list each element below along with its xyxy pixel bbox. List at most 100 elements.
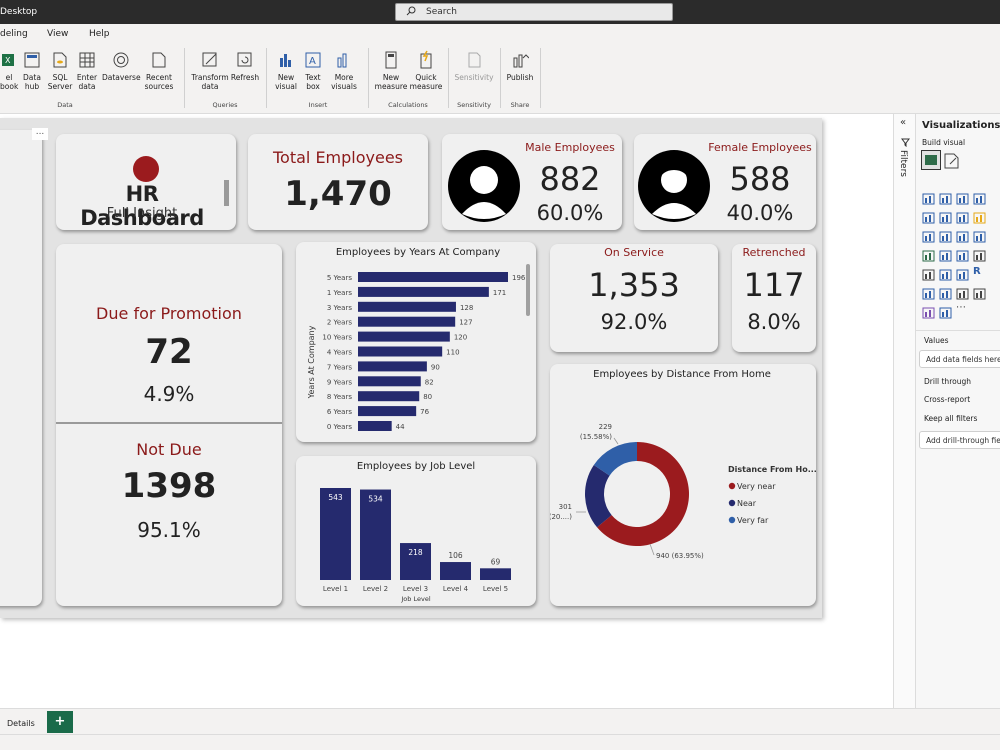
total-employees-card[interactable]: Total Employees 1,470 (248, 134, 428, 230)
bar (400, 543, 431, 580)
map-icon[interactable] (922, 247, 935, 262)
recent-sources-button[interactable]: Recent sources (142, 50, 176, 91)
on-service-value: 1,353 (588, 266, 680, 304)
add-drill-fields-box[interactable]: Add drill-through fields here (919, 431, 1000, 449)
retrenched-card[interactable]: Retrenched 117 8.0% (732, 244, 816, 352)
tick-label: Level 1 (323, 585, 348, 593)
keep-all-filters-label[interactable]: Keep all filters (924, 414, 978, 423)
ribbon-divider (266, 48, 267, 108)
scatter-icon[interactable] (956, 228, 969, 243)
viz-pane-title: Visualizations (922, 120, 1000, 131)
data-label: 543 (328, 493, 343, 502)
add-page-button[interactable]: + (47, 711, 73, 733)
collapse-chevron-icon[interactable]: « (900, 117, 907, 128)
format-visual-icon[interactable] (942, 152, 962, 170)
new-visual-label: New visual (275, 73, 297, 91)
app-title: Desktop (0, 7, 38, 17)
text-box-icon: A (304, 50, 322, 70)
distance-card[interactable]: Employees by Distance From Home Distance… (549, 364, 817, 606)
matrix-icon[interactable] (939, 266, 952, 281)
text-box-button[interactable]: A Text box (301, 50, 325, 91)
more-icon[interactable]: ⋯ (956, 302, 966, 313)
menu-modeling[interactable]: deling (0, 29, 28, 39)
stacked-bar-100-icon[interactable] (956, 190, 969, 205)
arrows-icon[interactable] (939, 304, 952, 319)
group-sensitivity-label: Sensitivity (457, 101, 491, 109)
legend-swatch (728, 516, 736, 524)
chart-title: Employees by Job Level (357, 461, 475, 472)
search-box[interactable]: Search (395, 3, 673, 21)
bar (358, 361, 427, 372)
r-visual-icon[interactable]: R (973, 266, 981, 277)
area-chart-icon[interactable] (939, 209, 952, 224)
combo-chart-icon[interactable] (922, 228, 935, 243)
filled-map-icon[interactable] (939, 247, 952, 262)
excel-button[interactable]: X el book (0, 50, 18, 91)
build-visual-icon[interactable] (921, 150, 941, 170)
publish-button[interactable]: Publish (504, 50, 536, 82)
logo-subtitle: Full Insight (106, 206, 178, 221)
quick-measure-button[interactable]: Quick measure (409, 50, 443, 91)
on-service-card[interactable]: On Service 1,353 92.0% (550, 244, 718, 352)
line-chart-icon[interactable] (922, 209, 935, 224)
male-employees-label: Male Employees (525, 141, 615, 154)
menu-view[interactable]: View (47, 29, 69, 39)
male-employees-value: 882 (539, 160, 601, 198)
dataverse-button[interactable]: Dataverse (102, 50, 141, 82)
slicer-icon[interactable] (956, 266, 969, 281)
years-at-company-card[interactable]: Employees by Years At Company Years At C… (296, 242, 536, 442)
data-label: 120 (454, 334, 467, 342)
more-options-icon[interactable]: ... (32, 128, 48, 140)
promotion-card[interactable]: Due for Promotion 72 4.9% Not Due 1398 9… (56, 244, 282, 606)
scrollbar[interactable] (526, 264, 530, 316)
key-influencers-icon[interactable] (922, 304, 935, 319)
promotion-divider (56, 422, 282, 424)
transform-data-button[interactable]: Transform data (190, 50, 230, 91)
trophy-icon[interactable] (973, 285, 986, 300)
excel-icon: X (0, 50, 18, 70)
decomposition-icon[interactable] (922, 285, 935, 300)
refresh-label: Refresh (230, 73, 260, 82)
data-label: 229 (599, 423, 612, 431)
build-visual-label: Build visual (922, 138, 966, 147)
gauge-icon[interactable] (956, 247, 969, 262)
new-visual-button[interactable]: New visual (272, 50, 300, 91)
male-employees-card[interactable]: Male Employees 882 60.0% (442, 134, 622, 230)
ribbon-chart-icon[interactable] (973, 209, 986, 224)
sql-server-button[interactable]: SQL Server (47, 50, 73, 91)
tick-label: Level 3 (403, 585, 428, 593)
column-chart-icon[interactable] (973, 190, 986, 205)
menu-help[interactable]: Help (89, 29, 110, 39)
more-visuals-button[interactable]: More visuals (327, 50, 361, 91)
stacked-bar-icon[interactable] (922, 190, 935, 205)
filters-pane[interactable]: « Filters (893, 114, 916, 708)
slicer-card[interactable] (0, 130, 42, 606)
promotion-pct: 4.9% (143, 382, 195, 406)
sensitivity-button[interactable]: Sensitivity (452, 50, 496, 82)
data-hub-button[interactable]: Data hub (20, 50, 44, 91)
doc-icon[interactable] (956, 285, 969, 300)
cross-report-label[interactable]: Cross-report (924, 395, 971, 404)
add-data-fields-box[interactable]: Add data fields here (919, 350, 1000, 368)
line-area-icon[interactable] (956, 209, 969, 224)
tab-details[interactable]: Details (7, 719, 35, 728)
visualizations-pane: Visualizations Build visual R ⋯ Values Ad… (916, 114, 1000, 708)
refresh-button[interactable]: Refresh (230, 50, 260, 82)
speech-icon[interactable] (939, 285, 952, 300)
pie-chart-icon[interactable] (973, 228, 986, 243)
enter-data-button[interactable]: Enter data (75, 50, 99, 91)
new-measure-button[interactable]: New measure (374, 50, 408, 91)
bar (358, 391, 420, 402)
male-avatar-icon (448, 150, 520, 222)
group-data-label: Data (57, 101, 73, 109)
table-icon[interactable] (922, 266, 935, 281)
svg-text:X: X (5, 56, 11, 65)
filters-label: Filters (898, 150, 908, 177)
card-icon[interactable] (973, 247, 986, 262)
publish-icon (511, 50, 530, 70)
funnel-icon[interactable] (939, 228, 952, 243)
job-level-card[interactable]: Employees by Job Level Job Level 543 Leve… (296, 456, 536, 606)
clustered-column-icon[interactable] (939, 190, 952, 205)
female-employees-card[interactable]: Female Employees 588 40.0% (634, 134, 816, 230)
ribbon: X el book Data hub SQL Server Enter data… (0, 44, 1000, 114)
